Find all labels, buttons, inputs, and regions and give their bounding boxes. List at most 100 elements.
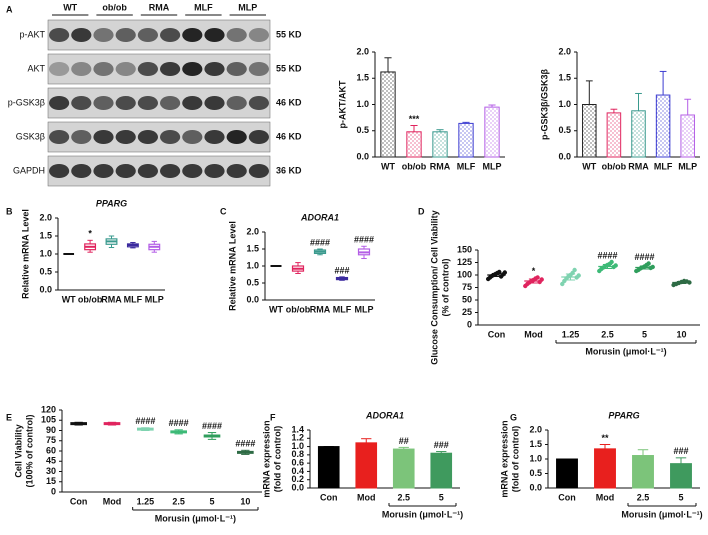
y-axis-label: (% of control) <box>440 259 450 317</box>
blot-band <box>182 164 203 178</box>
y-axis-label: Relative mRNA Level <box>227 221 237 311</box>
y-tick-label: 45 <box>46 456 56 466</box>
panel-letter: G <box>510 412 517 422</box>
panel-letter: C <box>220 206 227 216</box>
blot-band <box>137 28 158 42</box>
x-tick-label: ob/ob <box>78 294 103 304</box>
y-tick-label: 2.0 <box>246 226 259 236</box>
significance-label: ## <box>399 436 409 446</box>
y-tick-label: 0.0 <box>356 151 369 161</box>
x-tick-label: Con <box>320 492 338 502</box>
y-tick-label: 50 <box>462 294 472 304</box>
y-tick-label: 1.0 <box>39 248 52 258</box>
lane-label: RMA <box>149 2 170 12</box>
bar <box>632 455 654 489</box>
blot-band <box>182 96 203 110</box>
x-tick-label: WT <box>269 304 283 314</box>
x-tick-label: WT <box>582 161 596 171</box>
blot-band <box>115 130 136 144</box>
blot-size-label: 55 KD <box>276 29 302 39</box>
y-axis-label: (100% of control) <box>24 414 34 487</box>
blot-band <box>137 130 158 144</box>
blot-band <box>204 28 225 42</box>
blot-band <box>182 28 203 42</box>
y-tick-label: 1.0 <box>356 99 369 109</box>
y-tick-label: 0.0 <box>291 482 304 492</box>
x-tick-label: 5 <box>209 496 214 506</box>
y-tick-label: 2.0 <box>39 212 52 222</box>
lane-label: MLF <box>194 2 213 12</box>
y-tick-label: 1.5 <box>39 230 52 240</box>
x-tick-label: MLF <box>333 304 352 314</box>
bar <box>606 112 622 158</box>
chart-title: PPARG <box>608 410 639 420</box>
blot-size-label: 36 KD <box>276 165 302 175</box>
blot-band <box>49 164 70 178</box>
blot-band <box>226 164 247 178</box>
blot-band <box>160 164 181 178</box>
blot-band <box>49 96 70 110</box>
y-tick-label: 0 <box>467 319 472 329</box>
y-tick-label: 1.4 <box>291 424 304 434</box>
y-tick-label: 0.0 <box>529 482 542 492</box>
x-tick-label: RMA <box>101 294 122 304</box>
y-tick-label: 90 <box>46 425 56 435</box>
x-tick-label: ob/ob <box>602 161 627 171</box>
y-tick-label: 25 <box>462 307 472 317</box>
y-tick-label: 1.0 <box>529 453 542 463</box>
panel-letter: E <box>6 412 12 422</box>
x-tick-label: 5 <box>439 492 444 502</box>
blot-band <box>49 28 70 42</box>
blot-row-label: GSK3β <box>16 131 45 141</box>
y-tick-label: 0.0 <box>246 294 259 304</box>
blot-band <box>93 28 114 42</box>
blot-row-label: GAPDH <box>13 165 45 175</box>
blot-band <box>115 96 136 110</box>
blot-row-label: p-GSK3β <box>8 97 45 107</box>
y-tick-label: 60 <box>46 445 56 455</box>
x-tick-label: MLP <box>145 294 164 304</box>
x-tick-label: 2.5 <box>397 492 410 502</box>
bar <box>432 131 448 158</box>
blot-band <box>226 62 247 76</box>
y-tick-label: 2.0 <box>356 46 369 56</box>
y-tick-label: 0.8 <box>291 449 304 459</box>
blot-band <box>248 96 269 110</box>
significance-label: #### <box>597 250 617 260</box>
x-tick-label: 2.5 <box>637 492 650 502</box>
bar <box>594 448 616 489</box>
y-tick-label: 0.0 <box>39 284 52 294</box>
x-tick-label: Con <box>70 496 88 506</box>
blot-band <box>204 164 225 178</box>
y-tick-label: 150 <box>457 244 472 254</box>
blot-band <box>115 164 136 178</box>
blot-band <box>71 28 92 42</box>
y-tick-label: 105 <box>41 415 56 425</box>
blot-row-label: AKT <box>27 63 45 73</box>
y-tick-label: 2.0 <box>529 424 542 434</box>
bar <box>458 122 474 158</box>
x-tick-label: 2.5 <box>172 496 185 506</box>
blot-band <box>182 62 203 76</box>
chart-title: ADORA1 <box>300 212 339 222</box>
y-axis-label: mRNA expression <box>499 420 509 497</box>
x-tick-label: 2.5 <box>601 329 614 339</box>
lane-label: ob/ob <box>102 2 127 12</box>
bar <box>317 446 340 489</box>
y-axis-label: Cell Viability <box>13 424 23 477</box>
blot-band <box>248 130 269 144</box>
y-tick-label: 1.5 <box>558 73 571 83</box>
blot-band <box>248 62 269 76</box>
blot-band <box>204 130 225 144</box>
data-point <box>646 261 651 266</box>
significance-label: *** <box>409 114 420 124</box>
chart-title: PPARG <box>96 198 127 208</box>
x-tick-label: Mod <box>524 329 543 339</box>
x-axis-label: Morusin (μmol·L⁻¹) <box>585 346 666 356</box>
x-tick-label: 5 <box>678 492 683 502</box>
bar <box>670 463 692 489</box>
y-axis-label: p-GSK3β/GSK3β <box>539 68 549 140</box>
blot-band <box>226 28 247 42</box>
chart-title: ADORA1 <box>365 410 404 420</box>
